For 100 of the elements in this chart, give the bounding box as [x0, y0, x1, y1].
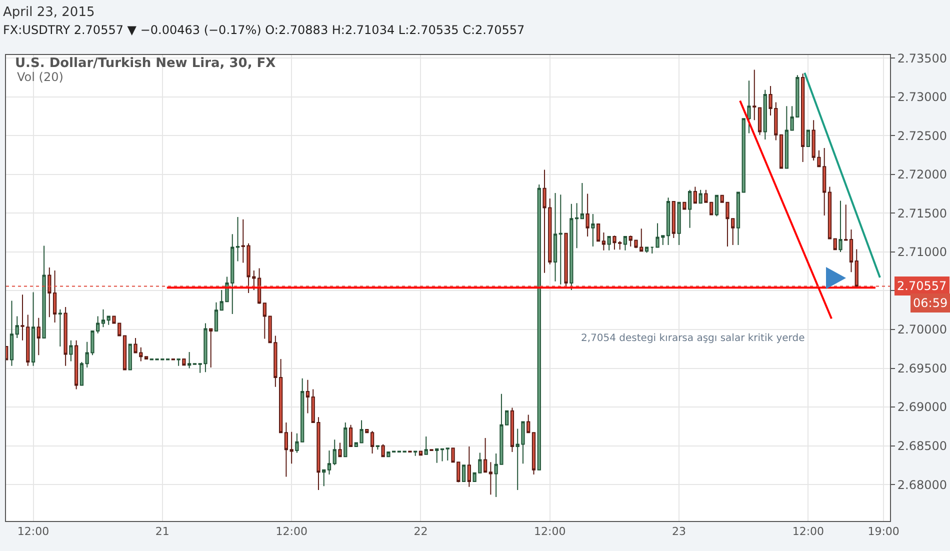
candlestick	[236, 216, 240, 262]
candlestick	[365, 429, 369, 434]
candlestick	[467, 446, 471, 488]
text: Vol (20)	[17, 70, 64, 84]
x-tick-label: 12:00	[17, 525, 50, 538]
candlestick	[488, 462, 493, 496]
candlestick	[338, 442, 342, 458]
candlestick	[424, 436, 428, 455]
text: 06:59	[913, 296, 948, 310]
candlestick	[284, 422, 288, 478]
candlestick	[440, 448, 444, 462]
candlestick	[188, 351, 192, 369]
candlestick	[69, 340, 73, 362]
candlestick	[462, 464, 466, 482]
x-tick-label: 12:00	[534, 525, 566, 538]
candlestick	[344, 422, 348, 458]
candlestick	[693, 186, 698, 204]
candlestick	[602, 232, 606, 251]
candlestick	[666, 197, 670, 246]
candlestick	[290, 431, 294, 464]
x-tick-label: 12:00	[276, 525, 308, 538]
text: FX:USDTRY 2.70557 ▼ −0.00463 (−0.17%) O:2.70883 H:2.71034 L:2.70535 C:2.70557	[3, 23, 525, 37]
candlestick	[672, 201, 676, 238]
y-tick-label: 2.73500	[897, 51, 948, 66]
candlestick	[31, 292, 36, 366]
candlestick	[348, 424, 353, 448]
candlestick	[209, 328, 213, 368]
y-tick-label: 2.72000	[897, 168, 948, 182]
candlestick	[586, 193, 590, 237]
candlestick	[623, 236, 628, 251]
y-tick-label: 2.70000	[897, 322, 948, 337]
candlestick	[801, 73, 805, 162]
candlestick	[758, 107, 762, 136]
candlestick	[144, 356, 148, 360]
candlestick	[435, 448, 439, 464]
candlestick	[752, 69, 756, 121]
y-tick-label: 2.73000	[897, 90, 948, 104]
candlestick	[36, 317, 40, 356]
candlestick	[833, 238, 837, 250]
x-tick-label: 23	[672, 525, 686, 538]
candlestick	[828, 186, 832, 240]
candlestick	[182, 358, 186, 366]
candlestick	[332, 439, 336, 466]
y-tick-label: 2.68500	[897, 438, 948, 453]
candlestick	[742, 118, 746, 193]
candlestick	[106, 316, 110, 326]
candlestick	[747, 80, 751, 134]
candlestick	[650, 246, 654, 254]
candlestick	[714, 194, 719, 217]
candlestick	[849, 228, 854, 273]
y-tick-label: 2.68000	[897, 478, 948, 492]
candlestick	[64, 306, 68, 366]
candlestick	[844, 204, 848, 241]
candlestick	[214, 302, 218, 332]
candlestick	[698, 189, 702, 204]
candlestick	[806, 130, 810, 147]
candlestick	[682, 202, 686, 210]
chart-title: U.S. Dollar/Turkish New Lira, 30, FX	[15, 56, 276, 72]
ref-line-label: 2.70557	[897, 279, 947, 293]
candlestick	[526, 414, 530, 434]
y-tick-label: 2.71000	[897, 245, 948, 260]
candlestick	[763, 89, 767, 140]
candlestick	[306, 379, 310, 414]
candlestick	[510, 407, 514, 452]
candlestick	[591, 213, 595, 248]
candlestick	[122, 335, 127, 370]
candlestick	[322, 469, 326, 487]
candlestick	[532, 432, 536, 475]
candlestick	[779, 134, 784, 169]
candlestick	[688, 189, 692, 228]
candlestick	[80, 362, 84, 386]
candlestick	[607, 236, 611, 251]
candlestick	[596, 224, 600, 242]
candlestick	[736, 192, 740, 246]
candlestick	[15, 316, 19, 339]
x-tick-label: 19:00	[868, 525, 900, 538]
y-tick-label: 2.72500	[897, 128, 948, 143]
y-tick-label: 2.69500	[897, 361, 948, 376]
candlestick	[381, 444, 385, 458]
x-tick-label: 22	[414, 525, 428, 538]
text: April 23, 2015	[3, 5, 95, 20]
candlestick	[574, 202, 579, 249]
candlestick	[446, 448, 450, 462]
candlestick	[42, 245, 46, 339]
candlestick	[483, 438, 488, 473]
annotation: 2,7054 destegi kırarsa aşgı salar kritik yerde	[581, 333, 805, 344]
candlestick	[370, 430, 374, 454]
candlestick	[580, 182, 584, 220]
candlestick	[537, 184, 541, 470]
candlestick	[553, 192, 558, 282]
candlestick	[414, 450, 418, 456]
candlestick	[838, 200, 842, 252]
candlestick	[376, 445, 380, 450]
y-tick-label: 2.71500	[897, 206, 948, 220]
x-tick-label: 12:00	[792, 525, 824, 538]
candlestick	[58, 308, 62, 348]
x-tick-label: 21	[155, 525, 170, 538]
candlestick	[558, 194, 562, 286]
candlestick	[176, 358, 180, 366]
candlestick	[101, 308, 106, 328]
